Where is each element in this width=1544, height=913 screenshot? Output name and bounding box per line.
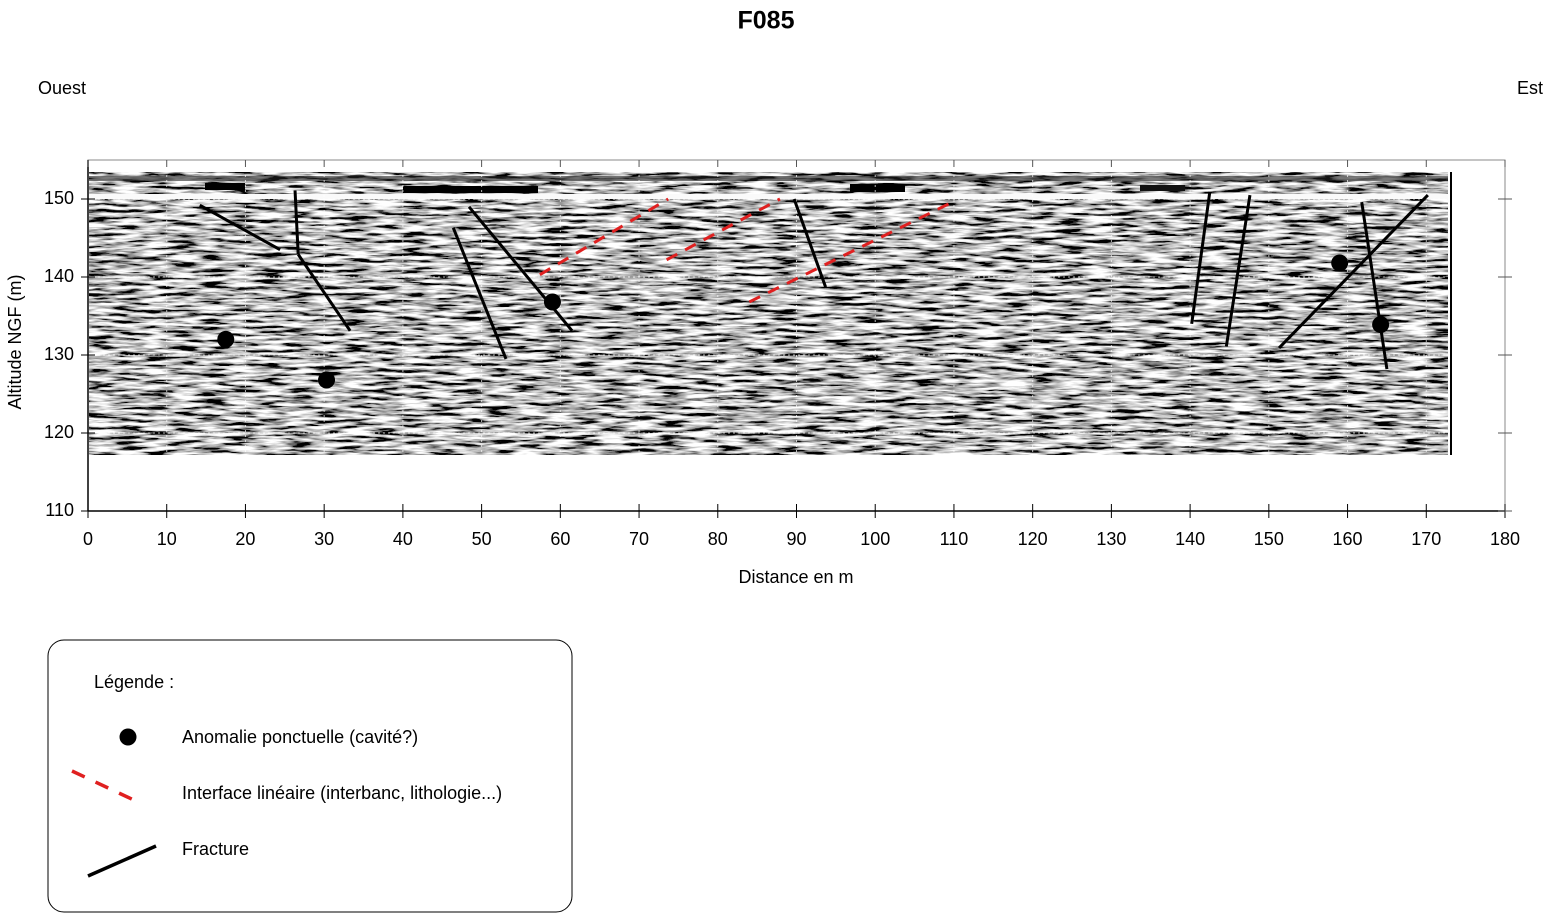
y-tick-label: 110 <box>45 500 74 520</box>
x-tick-label: 70 <box>629 529 649 549</box>
surface-reflection <box>89 194 1448 199</box>
x-tick-label: 140 <box>1175 529 1205 549</box>
surface-band <box>205 183 245 190</box>
x-tick-label: 40 <box>393 529 413 549</box>
fracture <box>451 227 508 360</box>
fracture <box>1224 194 1252 347</box>
x-tick-label: 10 <box>157 529 177 549</box>
y-tick-label: 140 <box>44 266 74 286</box>
legend-title: Légende : <box>94 672 174 692</box>
x-tick-label: 0 <box>83 529 93 549</box>
fracture <box>792 198 828 288</box>
y-axis-label: Altitude NGF (m) <box>5 274 25 409</box>
radargram <box>89 172 1452 455</box>
fracture <box>296 253 352 332</box>
fracture <box>1190 191 1212 325</box>
x-tick-label: 100 <box>860 529 890 549</box>
legend-items: Anomalie ponctuelle (cavité?) Interface l… <box>71 727 502 878</box>
fracture <box>199 203 281 252</box>
surface-band <box>403 186 538 193</box>
surface-band <box>1140 185 1185 191</box>
x-tick-label: 150 <box>1254 529 1284 549</box>
x-tick-label: 160 <box>1333 529 1363 549</box>
x-tick-label: 50 <box>472 529 492 549</box>
x-tick-label: 170 <box>1411 529 1441 549</box>
x-tick-label: 20 <box>235 529 255 549</box>
x-tick-label: 80 <box>708 529 728 549</box>
chart-title: F085 <box>738 7 795 35</box>
fracture <box>293 190 300 255</box>
interface <box>748 199 955 304</box>
x-tick-label: 130 <box>1096 529 1126 549</box>
x-axis-label: Distance en m <box>738 567 853 587</box>
surface-band <box>850 184 905 192</box>
legend: Légende : <box>47 639 573 913</box>
anomaly-point <box>217 330 235 348</box>
legend-label: Anomalie ponctuelle (cavité?) <box>182 727 418 747</box>
legend-label: Interface linéaire (interbanc, lithologi… <box>182 783 502 803</box>
east-label: Est <box>1517 78 1543 98</box>
y-tick-label: 130 <box>44 344 74 364</box>
x-tick-label: 120 <box>1018 529 1048 549</box>
fracture <box>1277 194 1429 350</box>
legend-box <box>47 639 573 913</box>
legend-symbol <box>71 769 139 804</box>
legend-symbol <box>119 728 137 746</box>
surface-band <box>89 176 1448 181</box>
fracture <box>467 205 574 332</box>
legend-label: Fracture <box>182 839 249 859</box>
radargram-texture <box>89 172 1448 455</box>
grid <box>89 172 1448 455</box>
y-tick-label: 150 <box>44 188 74 208</box>
x-tick-label: 180 <box>1490 529 1520 549</box>
anomaly-point <box>1331 254 1349 272</box>
y-tick-label: 120 <box>44 422 74 442</box>
anomaly-point <box>543 293 561 311</box>
interface <box>539 197 669 276</box>
x-tick-label: 110 <box>940 529 969 549</box>
interface <box>665 197 781 262</box>
radargram-edge <box>1450 172 1452 455</box>
x-tick-label: 30 <box>314 529 334 549</box>
x-tick-label: 90 <box>786 529 806 549</box>
legend-symbol <box>87 844 157 878</box>
fracture <box>1360 201 1389 370</box>
x-tick-label: 60 <box>550 529 570 549</box>
marks <box>199 190 1429 389</box>
ticks: 0 10 20 30 40 50 60 70 80 90 100 110 120 130 140 150 160… <box>44 160 1520 549</box>
anomaly-point <box>318 371 336 389</box>
west-label: Ouest <box>38 78 86 98</box>
